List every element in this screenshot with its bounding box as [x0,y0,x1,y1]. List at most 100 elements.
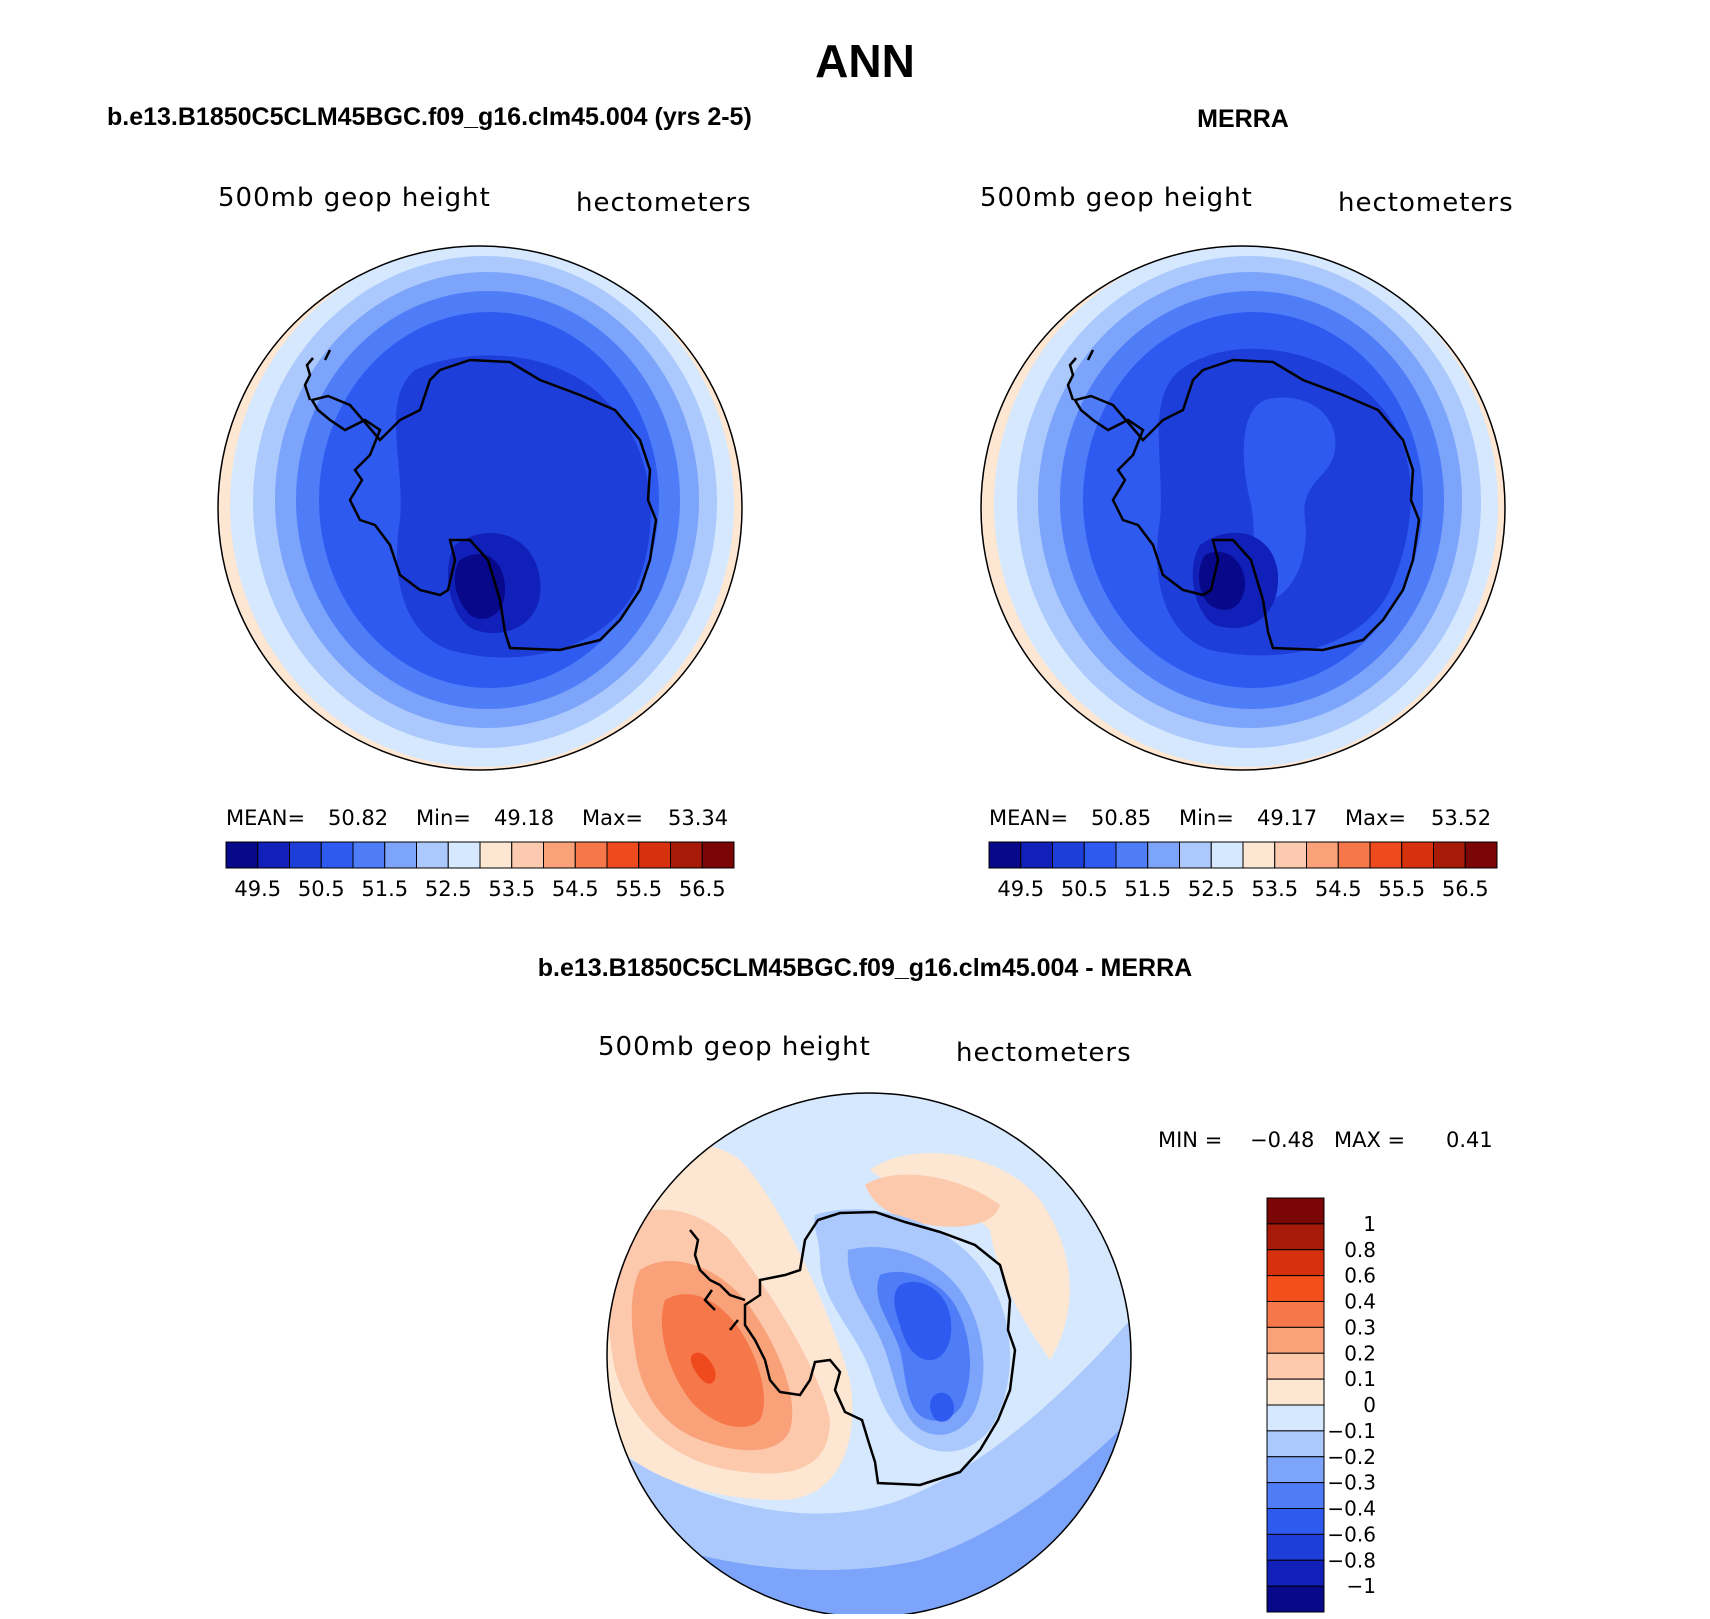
units-label: hectometers [956,1038,1132,1068]
panel-model: b.e13.B1850C5CLM45BGC.f09_g16.clm45.004 … [107,103,752,901]
polar-map [981,246,1505,770]
colorbar-swatch [638,841,671,869]
colorbar-swatch [1266,1404,1325,1432]
colorbar-swatch [1266,1430,1325,1458]
colorbar-tick-label: 0.8 [1344,1238,1376,1262]
colorbar-swatch [1210,841,1244,869]
min-value: −0.48 [1250,1128,1314,1152]
colorbar-swatch [479,841,513,869]
colorbar-swatch [1115,841,1149,869]
colorbar-tick-label: 49.5 [234,877,281,901]
colorbar-swatch [1266,1352,1325,1380]
colorbar-tick-label: 0.6 [1344,1264,1376,1288]
antarctica-coastline [743,1210,1017,1487]
map-border [980,245,1506,771]
colorbar-tick-label: 55.5 [1378,877,1425,901]
colorbar-tick-label: 54.5 [1315,877,1362,901]
colorbar-swatch [1266,1456,1325,1484]
colorbar-swatch [1242,841,1276,869]
map-border [217,245,743,771]
colorbar-swatch [543,841,576,869]
colorbar-tick-label: 49.5 [997,877,1044,901]
colorbar-swatch [988,841,1022,869]
max-label: Max= [582,806,643,830]
mean-label: MEAN= [989,806,1068,830]
colorbar-swatch [1369,841,1403,869]
colorbar-tick-label: −0.2 [1327,1445,1376,1469]
min-label: Min= [416,806,471,830]
colorbar-swatch [574,841,608,869]
units-label: hectometers [576,188,752,218]
colorbar-tick-label: 56.5 [679,877,726,901]
colorbar-swatch [289,841,322,869]
min-label: Min= [1179,806,1234,830]
colorbar-tick-label: −0.3 [1327,1471,1376,1495]
colorbar: 49.5 50.5 51.5 52.5 53.5 54.5 55.5 56.5 [988,841,1498,901]
colorbar-swatch [1266,1585,1325,1613]
antarctic-peninsula [1066,349,1095,401]
colorbar-swatch [1266,1275,1325,1302]
antarctic-peninsula [303,349,332,401]
colorbar-swatch [1266,1223,1325,1251]
colorbar-tick-label: −0.6 [1327,1522,1376,1546]
colorbar-swatch [1401,841,1434,869]
min-value: 49.17 [1257,806,1317,830]
colorbar-swatch [1266,1197,1325,1225]
colorbar-tick-label: −0.4 [1327,1497,1376,1521]
colorbar-swatch [1464,841,1498,869]
polar-map [218,246,742,770]
panel-header: MERRA [1197,105,1289,133]
colorbar-tick-label: 56.5 [1442,877,1489,901]
map-positive-north-1 [865,1174,1000,1227]
colorbar-tick-label: 55.5 [615,877,662,901]
antarctica-coastline [1073,358,1421,652]
map-negative-min-2 [930,1392,955,1422]
colorbar-swatch [1147,841,1180,869]
colorbar-tick-label: 0.3 [1344,1315,1376,1339]
max-value: 53.52 [1431,806,1491,830]
max-label: Max= [1345,806,1406,830]
max-value: 0.41 [1446,1128,1493,1152]
min-label: MIN = [1158,1128,1222,1152]
colorbar-tick-label: 51.5 [1124,877,1171,901]
colorbar-swatch [1266,1533,1325,1561]
colorbar: 49.5 50.5 51.5 52.5 53.5 54.5 55.5 56.5 [225,841,735,901]
colorbar-swatch [1266,1508,1325,1535]
colorbar-tick-label: 0.1 [1344,1367,1376,1391]
colorbar-swatch [1266,1249,1325,1277]
colorbar-tick-label: 1 [1363,1212,1376,1236]
variable-label: 500mb geop height [598,1032,871,1062]
colorbar-swatch [1266,1301,1325,1328]
colorbar-tick-label: 0 [1363,1393,1376,1417]
colorbar-tick-label: 53.5 [1251,877,1298,901]
colorbar-tick-label: 53.5 [488,877,535,901]
colorbar-swatch [225,841,259,869]
colorbar-swatch [606,841,640,869]
map-negative-min [894,1281,952,1360]
colorbar-swatch [511,841,544,869]
antarctic-peninsula [689,1229,746,1331]
colorbar-swatch [701,841,735,869]
colorbar-tick-label: −1 [1347,1574,1376,1598]
colorbar-swatch [1266,1378,1325,1406]
colorbar-tick-label: 50.5 [298,877,345,901]
colorbar-swatch [416,841,449,869]
panel-obs: MERRA 500mb geop height hectometers MEAN… [980,105,1513,901]
max-value: 53.34 [668,806,728,830]
colorbar-swatch [1266,1559,1325,1587]
colorbar-swatch [1266,1482,1325,1509]
colorbar-tick-label: 52.5 [425,877,472,901]
colorbar-swatch [1020,841,1053,869]
colorbar-swatch [1083,841,1117,869]
panel-header: b.e13.B1850C5CLM45BGC.f09_g16.clm45.004 … [107,103,752,131]
colorbar-swatch [1052,841,1085,869]
panel-header: b.e13.B1850C5CLM45BGC.f09_g16.clm45.004 … [538,954,1192,982]
variable-label: 500mb geop height [218,183,491,213]
colorbar-swatch [1433,841,1466,869]
colorbar-swatch [1266,1326,1325,1354]
variable-label: 500mb geop height [980,183,1253,213]
colorbar-tick-label: 51.5 [361,877,408,901]
page-title: ANN [815,35,915,87]
colorbar-tick-label: 0.4 [1344,1290,1376,1314]
